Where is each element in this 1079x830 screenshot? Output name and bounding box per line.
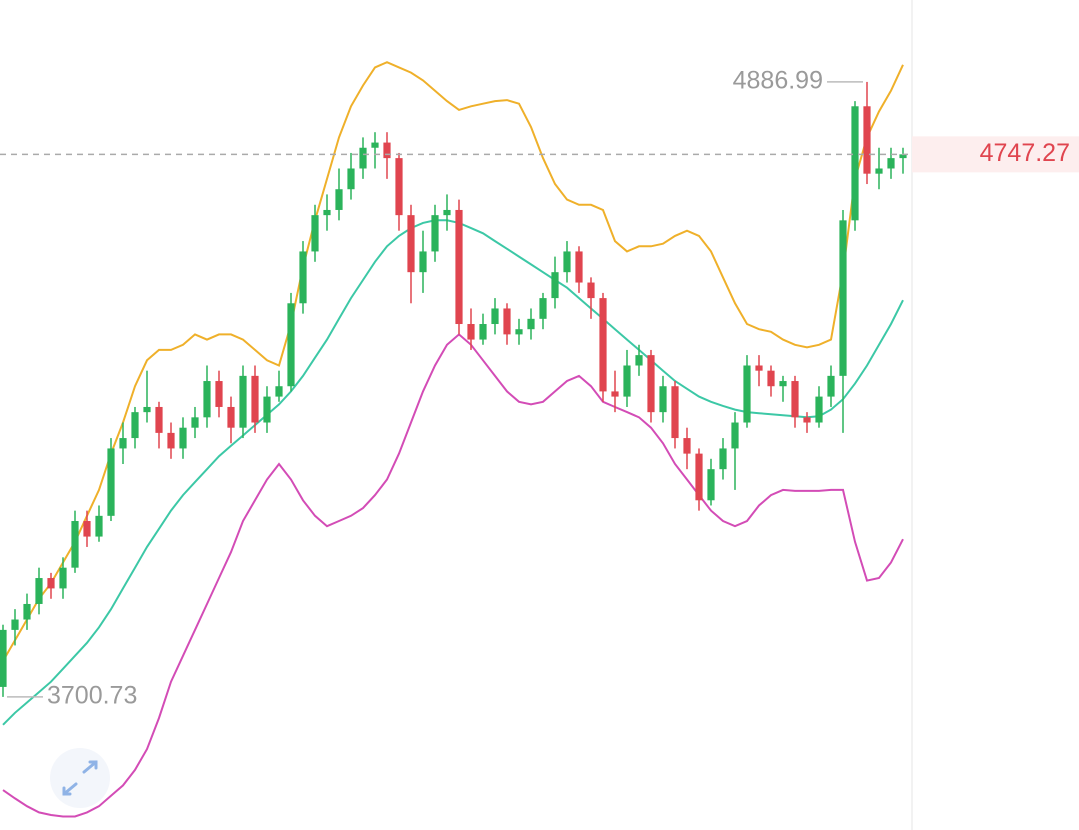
last-price-box (912, 136, 1079, 173)
max-label: 4886.99 (733, 67, 823, 95)
candle-body (467, 324, 475, 340)
candle-body (35, 578, 43, 604)
band-line (2, 61, 904, 662)
candle-body (23, 603, 31, 620)
candle-body (0, 629, 7, 687)
labels: 4886.99 3700.73 4747.27 (0, 67, 1079, 710)
candle-body (695, 453, 703, 501)
candle-body (875, 168, 883, 174)
candle-body (359, 147, 367, 169)
candle-body (431, 215, 439, 252)
candle-body (251, 375, 259, 423)
candle-body (95, 515, 103, 537)
candle-body (407, 215, 415, 273)
candle-body (815, 396, 823, 423)
candle-body (491, 308, 499, 325)
candle-body (623, 365, 631, 397)
candle-body (839, 220, 847, 376)
candle-body (743, 365, 751, 423)
candle-body (443, 209, 451, 216)
candle-body (611, 391, 619, 397)
candle-body (731, 422, 739, 449)
expand-button[interactable] (50, 748, 110, 808)
candle-body (887, 158, 895, 169)
candle-body (683, 438, 691, 454)
candle-body (503, 308, 511, 335)
candle-body (347, 168, 355, 190)
candle-body (587, 282, 595, 299)
candle-body (455, 209, 463, 325)
candle-body (179, 427, 187, 449)
candle-body (107, 448, 115, 516)
candle-body (155, 406, 163, 433)
candle-body (215, 381, 223, 407)
candle-body (479, 324, 487, 340)
candle-body (851, 106, 859, 221)
candle-body (647, 355, 655, 413)
candle-body (563, 251, 571, 273)
candle-body (551, 272, 559, 299)
candle-body (299, 251, 307, 304)
candle-body (599, 298, 607, 392)
candle-body (203, 381, 211, 418)
candle-body (227, 406, 235, 428)
last-price-label: 4747.27 (980, 139, 1070, 167)
candle-body (767, 370, 775, 387)
band-lines (2, 61, 904, 818)
candle-body (635, 355, 643, 366)
candle-body (575, 251, 583, 283)
candle-body (11, 619, 19, 630)
candle-body (143, 406, 151, 413)
expand-icon[interactable] (62, 760, 98, 796)
candle-body (395, 158, 403, 216)
candle-body (167, 432, 175, 449)
candle-body (515, 329, 523, 335)
candle-body (371, 142, 379, 148)
candle-body (899, 154, 907, 159)
candle-body (527, 318, 535, 330)
candle-body (71, 521, 79, 568)
candle-body (755, 365, 763, 371)
candle-body (827, 375, 835, 397)
candle-body (803, 417, 811, 423)
candle-body (659, 386, 667, 413)
min-label: 3700.73 (47, 682, 137, 710)
candle-body (707, 469, 715, 501)
candle-body (59, 567, 67, 589)
candle-body (311, 215, 319, 252)
band-line (2, 333, 904, 818)
expand-button-bg[interactable] (50, 748, 110, 808)
candle-body (119, 438, 127, 449)
candle-body (383, 142, 391, 159)
candle-body (419, 251, 427, 273)
candle-body (83, 521, 91, 537)
candle-body (779, 381, 787, 387)
candle-body (671, 386, 679, 439)
candle-body (191, 417, 199, 428)
candles (0, 81, 907, 697)
candle-body (323, 209, 331, 216)
candle-body (335, 189, 343, 210)
candle-body (719, 448, 727, 470)
candle-body (239, 375, 247, 428)
candle-body (791, 381, 799, 418)
candle-body (275, 386, 283, 397)
candle-body (539, 298, 547, 319)
candle-body (47, 578, 55, 589)
candle-body (263, 396, 271, 423)
band-line (2, 219, 904, 726)
candle-body (287, 303, 295, 387)
candle-body (131, 412, 139, 439)
candle-body (863, 106, 871, 174)
